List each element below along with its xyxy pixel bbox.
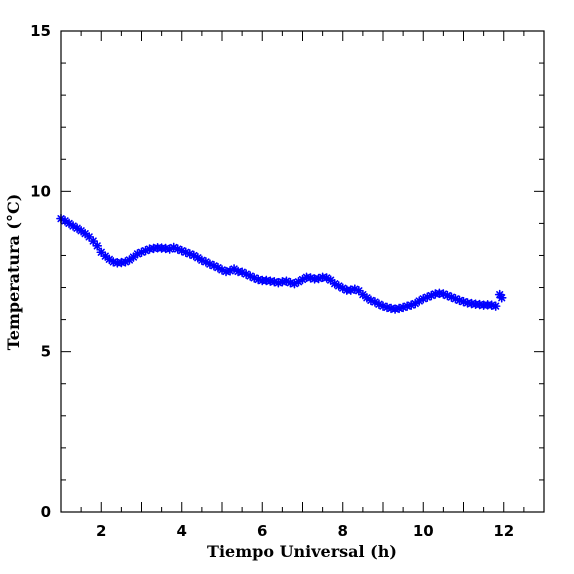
y-tick-label: 15: [30, 22, 51, 40]
x-tick-label: 8: [338, 522, 348, 540]
data-points: [56, 213, 507, 314]
y-tick-label: 10: [30, 182, 51, 200]
y-axis-title: Temperatura (°C): [4, 194, 23, 351]
x-tick-label: 2: [96, 522, 106, 540]
data-point: [96, 247, 107, 258]
data-point: [92, 241, 103, 251]
axis-tick-labels: 2 4 6 8 10 12 0 5 10 15: [30, 22, 514, 540]
x-axis-title: Tiempo Universal (h): [207, 542, 397, 561]
x-tick-label: 12: [493, 522, 514, 540]
y-tick-label: 5: [41, 343, 51, 361]
data-point: [490, 301, 501, 311]
x-tick-label: 10: [413, 522, 434, 540]
x-tick-label: 6: [257, 522, 267, 540]
data-point: [249, 273, 260, 283]
plot-frame: [60, 30, 545, 513]
x-tick-label: 4: [177, 522, 187, 540]
data-point: [496, 292, 507, 303]
y-tick-label: 0: [41, 503, 51, 521]
axis-ticks: [60, 30, 545, 513]
